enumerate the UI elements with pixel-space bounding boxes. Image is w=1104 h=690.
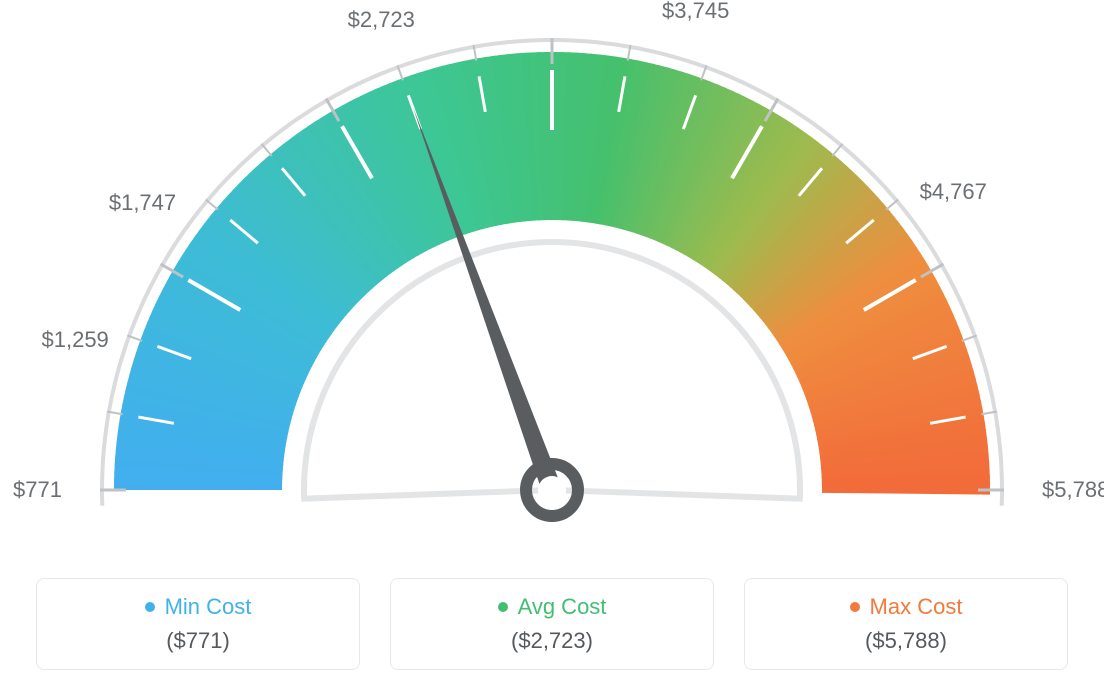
legend-avg-label-text: Avg Cost xyxy=(518,594,607,620)
legend-min-label: Min Cost xyxy=(145,594,252,620)
legend-max-value: ($5,788) xyxy=(865,628,947,654)
gauge-svg xyxy=(0,0,1104,570)
legend-max-dot-icon xyxy=(850,602,860,612)
legend-row: Min Cost ($771) Avg Cost ($2,723) Max Co… xyxy=(0,578,1104,670)
legend-max-label-text: Max Cost xyxy=(870,594,963,620)
legend-max: Max Cost ($5,788) xyxy=(744,578,1068,670)
legend-min-dot-icon xyxy=(145,602,155,612)
gauge-tick-label: $2,723 xyxy=(348,7,415,33)
gauge-tick-label: $1,747 xyxy=(109,190,176,216)
gauge-tick-label: $5,788 xyxy=(1042,477,1104,503)
gauge-tick-label: $4,767 xyxy=(920,179,987,205)
legend-min: Min Cost ($771) xyxy=(36,578,360,670)
legend-avg-value: ($2,723) xyxy=(511,628,593,654)
gauge-chart: $771 $1,259 $1,747 $2,723 $3,745 $4,767 $5,788 xyxy=(0,0,1104,570)
gauge-tick-label: $3,745 xyxy=(662,0,729,24)
legend-max-label: Max Cost xyxy=(850,594,963,620)
legend-min-label-text: Min Cost xyxy=(165,594,252,620)
legend-min-value: ($771) xyxy=(166,628,230,654)
legend-avg-dot-icon xyxy=(498,602,508,612)
legend-avg: Avg Cost ($2,723) xyxy=(390,578,714,670)
gauge-tick-label: $1,259 xyxy=(42,327,109,353)
gauge-tick-label: $771 xyxy=(13,477,62,503)
legend-avg-label: Avg Cost xyxy=(498,594,607,620)
